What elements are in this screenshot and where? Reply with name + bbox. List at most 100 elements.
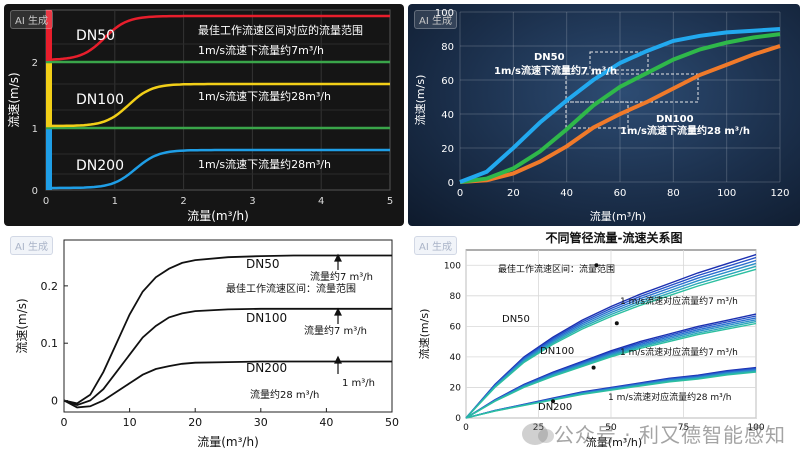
chart-4-ytick-label: 100 <box>444 261 461 271</box>
chart-3-frame <box>63 239 393 413</box>
chart-panel-2: DN50 1m/s流速下流量约7 m³/h DN100 1m/s流速下流量约28… <box>408 4 800 226</box>
chart-4-annotation-3: 1 m/s流速对应流量约28 m³/h <box>608 391 732 403</box>
chart-3-series-dn200 <box>63 360 392 409</box>
chart-4-label-dn50: DN50 <box>502 314 530 325</box>
chart-2-ylabel: 流速(m/s) <box>413 75 427 126</box>
chart-3-label-dn50: DN50 <box>246 257 280 271</box>
chart-2-annotation-box-2 <box>565 73 699 103</box>
chart-3-arrowhead-3 <box>334 355 342 364</box>
chart-4-annotation-1: 1 m/s流速对应流量约7 m³/h <box>620 295 738 307</box>
chart-2-ytick-label: 100 <box>435 8 454 19</box>
chart-1-annotation-0: 最佳工作流速区间对应的流量范围 <box>198 23 363 37</box>
wechat-icon <box>521 422 554 445</box>
chart-4-ytick-label: 80 <box>450 292 462 302</box>
ai-badge-2: AI 生成 <box>414 10 457 29</box>
chart-3-arrowhead-2 <box>334 307 342 316</box>
chart-2-xlabel: 流量(m³/h) <box>590 209 646 223</box>
chart-1-xtick-label: 5 <box>387 196 393 207</box>
chart-3-annotation-1: 最佳工作流速区间：流量范围 <box>226 282 356 295</box>
chart-4-xtick-label: 100 <box>747 423 764 433</box>
chart-1-xlabel: 流量(m³/h) <box>187 209 249 223</box>
chart-4-ticks: 0 25 50 75 100 0 20 40 60 80 100 <box>444 261 765 433</box>
chart-4-xtick-label: 0 <box>463 423 469 433</box>
chart-3-annotation-2: 流量约7 m³/h <box>304 324 367 337</box>
watermark-text: 公众号 · 利又德智能感知 <box>553 423 786 447</box>
chart-3-xtick-label: 30 <box>254 416 268 429</box>
chart-3-label-dn200: DN200 <box>246 361 287 375</box>
chart-4-annotation-0: 最佳工作流速区间：流量范围 <box>498 263 615 275</box>
chart-4-marker-point <box>594 263 599 268</box>
chart-2-ytick-label: 80 <box>441 42 454 53</box>
chart-1-xtick-label: 1 <box>112 196 118 207</box>
chart-2-grid <box>459 11 781 183</box>
chart-3-ticks: 0 10 20 30 40 50 0 0.1 0.2 <box>41 280 400 429</box>
chart-2-svg: DN50 1m/s流速下流量约7 m³/h DN100 1m/s流速下流量约28… <box>413 8 790 223</box>
chart-4-annotation-2: 1 m/s流速对应流量约7 m³/h <box>620 346 738 358</box>
chart-1-grid <box>46 10 390 190</box>
chart-1-annotation-2: 1m/s流速下流量约28m³/h <box>198 89 331 103</box>
chart-1-series-dn50 <box>45 14 390 61</box>
chart-1-label-dn200: DN200 <box>76 158 124 174</box>
chart-1-ylabel-1: 1 <box>32 124 38 135</box>
chart-2-annotation-dn50: DN50 <box>534 52 565 63</box>
ai-badge-4: AI 生成 <box>414 236 457 255</box>
ai-badge-3: AI 生成 <box>10 236 53 255</box>
chart-3-annotation-0: 流量约7 m³/h <box>310 270 373 283</box>
chart-2-xtick-label: 60 <box>614 188 627 199</box>
chart-3-annotation-3: 1 m³/h <box>342 378 375 389</box>
chart-3-ytick-label: 0.2 <box>41 280 59 293</box>
chart-4-band-dn100 <box>465 322 757 419</box>
chart-3-series-dn100 <box>63 307 392 407</box>
chart-2-xtick-label: 40 <box>560 188 573 199</box>
chart-3-ytick-label: 0 <box>51 395 58 408</box>
chart-4-ytick-label: 40 <box>450 353 462 363</box>
chart-2-annotation-box-1 <box>589 51 649 71</box>
chart-1-xtick-label: 0 <box>43 196 49 207</box>
chart-1-ylabel-2: 2 <box>32 58 38 69</box>
ai-badge-1: AI 生成 <box>10 10 53 29</box>
chart-2-xtick-label: 120 <box>770 188 789 199</box>
chart-3-xtick-label: 10 <box>123 416 137 429</box>
chart-3-xlabel: 流量(m³/h) <box>197 435 259 449</box>
chart-1-xticks: 0 1 2 3 4 5 <box>43 196 393 207</box>
chart-4-ytick-label: 20 <box>450 383 462 393</box>
chart-3-xtick-label: 20 <box>188 416 202 429</box>
chart-2-annotation-3: 1m/s流速下流量约28 m³/h <box>620 124 750 137</box>
chart-2-xtick-label: 100 <box>717 188 736 199</box>
chart-1-label-dn100: DN100 <box>76 92 124 108</box>
chart-3-annotation-4: 流量约28 m³/h <box>250 388 319 401</box>
chart-4-bands <box>465 253 757 419</box>
chart-panel-4: 不同管径流量-流速关系图 最佳工作流速区间：流量范围 1 m/s流速对应流量约7… <box>408 230 800 456</box>
chart-2-ytick-label: 60 <box>441 76 454 87</box>
chart-2-xtick-label: 0 <box>457 188 463 199</box>
chart-1-series-dn200 <box>46 148 390 190</box>
chart-3-arrowhead-1 <box>334 253 342 262</box>
chart-2-annotation-1: 1m/s流速下流量约7 m³/h <box>494 64 617 77</box>
chart-4-svg: 不同管径流量-流速关系图 最佳工作流速区间：流量范围 1 m/s流速对应流量约7… <box>417 230 765 449</box>
chart-panel-3: DN50 流量约7 m³/h 最佳工作流速区间：流量范围 DN100 流量约7 … <box>4 230 404 456</box>
chart-3-xtick-label: 0 <box>61 416 68 429</box>
chart-2-series-dn100 <box>459 32 781 184</box>
chart-1-label-dn50: DN50 <box>76 28 115 44</box>
chart-3-ytick-label: 0.1 <box>41 337 59 350</box>
chart-4-marker-point <box>614 321 619 326</box>
chart-2-xtick-label: 80 <box>667 188 680 199</box>
chart-1-ylabel-0: 0 <box>32 186 38 197</box>
chart-panel-1: DN50 DN100 DN200 最佳工作流速区间对应的流量范围 1m/s流速下… <box>4 4 404 226</box>
chart-2-ytick-label: 20 <box>441 144 454 155</box>
chart-1-strip-red <box>46 10 52 62</box>
chart-3-xtick-label: 40 <box>319 416 333 429</box>
chart-2-xtick-label: 20 <box>507 188 520 199</box>
chart-4-points <box>551 263 619 404</box>
chart-4-xtick-label: 50 <box>605 423 617 433</box>
chart-1-xtick-label: 3 <box>249 196 255 207</box>
chart-4-band-dn50 <box>465 265 757 419</box>
chart-1-ylabel: 流速(m/s) <box>7 72 21 127</box>
chart-4-marker-point <box>591 365 596 370</box>
chart-3-arrows <box>334 253 342 374</box>
chart-4-xlabel: 流量(m³/h) <box>586 435 642 449</box>
chart-2-annotation-dn100: DN100 <box>656 114 694 125</box>
chart-4-label-dn100: DN100 <box>540 346 574 357</box>
chart-4-ytick-label: 0 <box>455 414 461 424</box>
chart-4-xtick-label: 75 <box>678 423 689 433</box>
